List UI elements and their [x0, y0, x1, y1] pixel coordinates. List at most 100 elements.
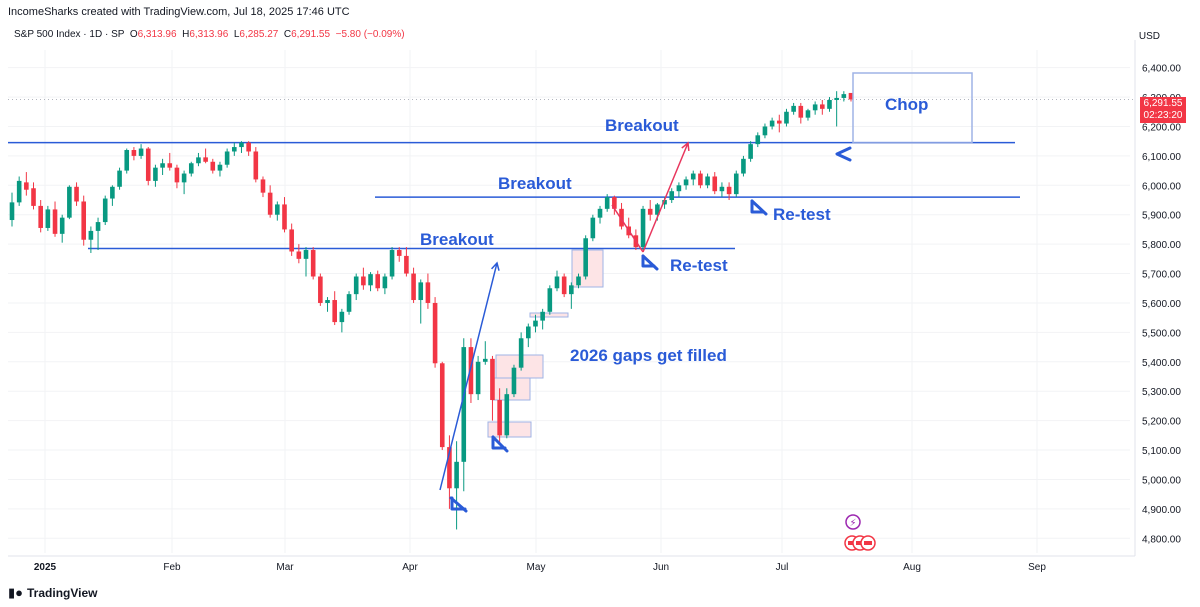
chevron-pointer-tail	[491, 435, 509, 453]
candle-body	[353, 276, 359, 295]
candle	[791, 102, 796, 115]
candle-body	[705, 176, 710, 186]
candle-body	[346, 294, 352, 312]
candle-body	[683, 179, 689, 186]
candle	[38, 200, 43, 233]
candle	[95, 217, 101, 251]
candle-body	[841, 94, 847, 98]
candle-body	[181, 173, 187, 183]
candle-body	[791, 105, 796, 112]
candle	[203, 148, 208, 164]
candle	[597, 205, 603, 224]
candle	[181, 170, 187, 195]
high-label: H	[182, 29, 190, 40]
candle	[110, 185, 115, 206]
candle	[698, 170, 703, 189]
candle	[432, 297, 438, 368]
candle-body	[117, 170, 122, 187]
chevron-pointer	[641, 254, 656, 268]
candle	[461, 338, 467, 492]
candle-body	[748, 144, 753, 159]
candle	[468, 338, 474, 403]
candle-body	[647, 208, 653, 215]
candle	[167, 152, 173, 171]
candle-body	[404, 255, 409, 274]
candle-body	[662, 200, 667, 205]
candle	[153, 164, 158, 187]
dividend-event-icon	[845, 514, 861, 530]
x-tick-label: Jul	[776, 562, 789, 573]
candle	[504, 388, 510, 439]
candle	[375, 270, 381, 292]
candle	[310, 247, 316, 280]
tradingview-logo[interactable]: ▮● TradingView	[8, 585, 97, 601]
candle	[439, 361, 445, 451]
candle-body	[74, 186, 79, 202]
candle	[561, 273, 567, 298]
candle-body	[382, 276, 388, 289]
candle	[576, 273, 581, 289]
candle	[690, 170, 696, 186]
us-flag-stripe	[856, 541, 864, 545]
annotation-label: Breakout	[498, 174, 572, 193]
us-flag-stripe	[848, 541, 856, 545]
candle	[224, 148, 230, 168]
candle-body	[110, 186, 115, 199]
candle	[239, 141, 244, 153]
gap-fill-box	[529, 312, 569, 318]
candle	[805, 108, 811, 121]
candle-body	[497, 400, 502, 436]
candle	[712, 172, 718, 195]
candle	[540, 308, 545, 330]
candle	[332, 291, 337, 326]
candle-body	[511, 367, 517, 395]
candle	[289, 223, 294, 256]
candle-body	[318, 276, 323, 303]
candle	[841, 91, 847, 102]
candle-body	[325, 300, 330, 303]
candle-body	[526, 326, 531, 339]
candle	[482, 341, 488, 365]
candle-body	[504, 394, 510, 436]
candle	[67, 185, 72, 220]
candle	[246, 141, 251, 156]
candle	[776, 114, 782, 133]
y-tick-label: 6,000.00	[1142, 181, 1181, 192]
candle	[533, 314, 538, 333]
candle-body	[167, 163, 173, 168]
candle	[705, 173, 710, 189]
candle	[604, 194, 610, 212]
candle	[798, 102, 804, 124]
candle-body	[24, 182, 29, 190]
candle-body	[640, 208, 646, 248]
candle	[748, 141, 753, 162]
candle	[318, 273, 323, 306]
candle-body	[612, 197, 617, 209]
candle	[188, 161, 194, 177]
candle-body	[554, 276, 560, 289]
candle-body	[138, 148, 144, 156]
candle-body	[375, 274, 381, 289]
candle	[733, 170, 739, 198]
candle	[368, 272, 373, 292]
low-label: L	[233, 29, 240, 40]
candle-body	[733, 173, 739, 195]
candle	[145, 147, 151, 186]
candle-body	[88, 230, 94, 240]
candle-body	[267, 192, 273, 215]
candle-body	[160, 163, 165, 168]
candle	[827, 97, 832, 112]
candle	[676, 182, 682, 198]
y-tick-label: 4,900.00	[1142, 505, 1181, 516]
candle	[346, 291, 352, 315]
candle	[52, 201, 58, 237]
candle-body	[45, 209, 51, 228]
candle	[174, 164, 180, 189]
annotation-label: Re-test	[773, 205, 831, 224]
candle-body	[482, 358, 488, 362]
candle	[267, 185, 273, 218]
candle-body	[59, 217, 65, 234]
candle	[231, 142, 237, 156]
candle	[210, 158, 216, 174]
